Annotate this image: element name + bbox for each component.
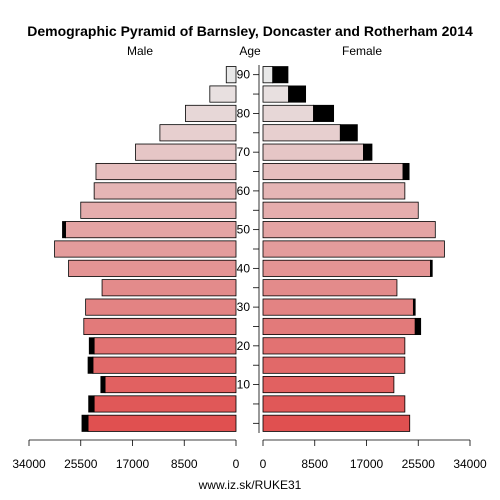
- female-bar-30-34: [262, 298, 414, 316]
- footer-url: www.iz.sk/RUKE31: [198, 478, 302, 492]
- male-label: Male: [127, 44, 153, 58]
- female-extra-bar-70-74: [363, 143, 373, 161]
- age-tick-label-70: 70: [237, 145, 251, 159]
- female-bar-5-9: [262, 395, 406, 413]
- age-tick-label-20: 20: [237, 339, 251, 353]
- male-x-tick-label: 0: [233, 457, 240, 471]
- male-bar-30-34: [85, 298, 237, 316]
- male-x-axis: 34000 25500 17000 8500 0: [12, 439, 240, 471]
- age-tick-label-40: 40: [237, 261, 251, 275]
- female-extra-bar-30-34: [412, 298, 416, 316]
- male-extra-bar-20-24: [88, 337, 95, 355]
- female-bar-60-64: [262, 182, 406, 200]
- female-bar-65-69: [262, 162, 404, 181]
- male-bar-70-74: [135, 143, 237, 161]
- male-bar-25-29: [83, 317, 237, 336]
- female-bar-80-84: [262, 104, 314, 122]
- male-bar-40-44: [68, 259, 237, 277]
- male-bar-80-84: [185, 104, 237, 122]
- female-extra-bar-80-84: [313, 104, 335, 122]
- female-x-axis: 0 8500 17000 25500 34000: [260, 439, 487, 471]
- male-extra-bar-5-9: [88, 395, 95, 413]
- female-bar-45-49: [262, 240, 445, 258]
- male-extra-bar-10-14: [100, 376, 106, 394]
- female-extra-bar-85-89: [288, 85, 307, 103]
- male-bar-5-9: [93, 395, 237, 413]
- age-tick-label-50: 50: [237, 223, 251, 237]
- female-extra-bar-65-69: [402, 162, 410, 181]
- age-tick-label-30: 30: [237, 300, 251, 314]
- male-bar-50-54: [65, 221, 237, 239]
- male-bar-85-89: [209, 85, 237, 103]
- female-bar-90+: [262, 66, 274, 84]
- age-tick-label-90: 90: [237, 68, 251, 82]
- female-bar-25-29: [262, 317, 416, 336]
- female-extra-bar-90+: [272, 66, 289, 84]
- male-x-tick-label: 25500: [64, 457, 98, 471]
- male-bar-15-19: [92, 356, 237, 374]
- female-bar-40-44: [262, 259, 431, 277]
- female-bar-85-89: [262, 85, 289, 103]
- male-bar-55-59: [80, 201, 237, 219]
- male-bar-75-79: [159, 124, 237, 142]
- male-bar-10-14: [104, 376, 237, 394]
- female-bar-75-79: [262, 124, 341, 142]
- male-bar-65-69: [95, 162, 237, 181]
- female-bar-20-24: [262, 337, 406, 355]
- female-bar-70-74: [262, 143, 364, 161]
- age-axis: 10 20 30 40 50 60 70 80 90: [237, 65, 260, 433]
- male-x-tick-label: 8500: [171, 457, 198, 471]
- male-extra-bar-0-4: [81, 414, 89, 432]
- female-bar-10-14: [262, 376, 395, 394]
- female-bar-55-59: [262, 201, 419, 219]
- male-bar-90+: [225, 66, 237, 84]
- female-bar-15-19: [262, 356, 406, 374]
- female-bar-35-39: [262, 279, 398, 297]
- female-x-tick-label: 8500: [301, 457, 328, 471]
- age-label: Age: [239, 44, 261, 58]
- female-extra-bar-40-44: [430, 259, 433, 277]
- male-extra-bar-50-54: [62, 221, 66, 239]
- female-bar-0-4: [262, 414, 411, 432]
- female-bar-50-54: [262, 221, 436, 239]
- male-extra-bar-15-19: [87, 356, 94, 374]
- female-x-tick-label: 0: [260, 457, 267, 471]
- male-x-tick-label: 34000: [12, 457, 46, 471]
- age-tick-label-10: 10: [237, 378, 251, 392]
- female-x-tick-label: 34000: [453, 457, 487, 471]
- age-tick-label-80: 80: [237, 106, 251, 120]
- female-label: Female: [342, 44, 382, 58]
- male-bar-0-4: [87, 414, 237, 432]
- female-extra-bar-75-79: [339, 124, 358, 142]
- male-bar-45-49: [54, 240, 237, 258]
- age-tick-label-60: 60: [237, 184, 251, 198]
- male-bar-60-64: [93, 182, 237, 200]
- female-x-tick-label: 17000: [350, 457, 384, 471]
- male-x-tick-label: 17000: [116, 457, 150, 471]
- female-x-tick-label: 25500: [402, 457, 436, 471]
- female-extra-bar-25-29: [414, 317, 422, 336]
- male-bar-35-39: [101, 279, 237, 297]
- male-bars-group: [54, 66, 237, 432]
- female-bars-group: [262, 66, 445, 432]
- male-bar-20-24: [93, 337, 237, 355]
- chart-title: Demographic Pyramid of Barnsley, Doncast…: [27, 23, 473, 39]
